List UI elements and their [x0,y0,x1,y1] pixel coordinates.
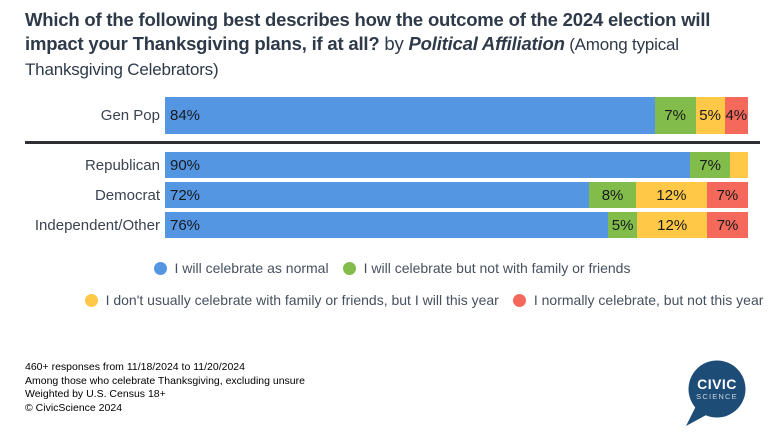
bar-segment: 5% [695,97,725,134]
title-by: by [379,33,409,54]
bar-segment: 7% [689,152,731,178]
bar-segment: 72% [165,182,589,208]
bar-segment: 12% [636,182,707,208]
bar-segment: 4% [724,97,748,134]
footnote-line: 460+ responses from 11/18/2024 to 11/20/… [25,361,245,373]
legend-dot-icon [512,293,526,307]
bar-segment: 84% [165,97,655,134]
legend-label: I will celebrate but not with family or … [363,260,631,276]
bar-segment: 90% [165,152,690,178]
legend-row: I will celebrate as normal I will celebra… [8,258,768,278]
footnote-line: Among those who celebrate Thanksgiving, … [25,374,305,387]
genpop-divider-line [25,141,760,144]
legend-item: I normally celebrate, but not this year [512,292,764,308]
legend-dot-icon [342,261,356,275]
legend-label: I will celebrate as normal [174,260,329,276]
chart-title: Which of the following best describes ho… [25,8,755,82]
category-label: Gen Pop [100,107,160,124]
logo-text-civic: CIVIC [697,376,737,392]
bar-row: Gen Pop 84% 7% 5% 4% [0,97,768,134]
legend-dot-icon [84,293,98,307]
legend-row: I don't usually celebrate with family or… [40,290,768,310]
speech-bubble-icon: CIVIC SCIENCE [686,360,746,426]
bar-segment: 7% [706,182,748,208]
bar-segment: 5% [608,212,638,238]
legend-label: I normally celebrate, but not this year [533,292,764,308]
stacked-bar: 72% 8% 12% 7% [165,182,748,208]
bar-row: Independent/Other 76% 5% 12% 7% [0,212,768,238]
legend-item: I will celebrate but not with family or … [342,260,631,276]
bar-segment: 76% [165,212,609,238]
logo-bubble-tail [686,406,708,426]
logo-text-science: SCIENCE [696,392,738,401]
title-topic: Political Affiliation [408,33,565,54]
footnote-line: Weighted by U.S. Census 18+ [25,388,166,400]
legend-item: I will celebrate as normal [153,260,329,276]
title-question: Which of the following best describes ho… [25,9,711,54]
legend-item: I don't usually celebrate with family or… [84,292,499,308]
stacked-bar: 84% 7% 5% 4% [165,97,748,134]
bar-row: Republican 90% 7% [0,152,768,178]
logo-circle [688,360,746,418]
legend-dot-icon [153,261,167,275]
footnote-line: © CivicScience 2024 [25,401,123,414]
category-label: Republican [84,156,160,174]
stacked-bar: 76% 5% 12% 7% [165,212,748,238]
bar-segment: 12% [637,212,708,238]
stacked-bar: 90% 7% [165,152,748,178]
bar-segment [730,152,748,178]
bar-segment: 8% [589,182,637,208]
bar-segment: 7% [654,97,696,134]
footnotes: 460+ responses from 11/18/2024 to 11/20/… [25,361,305,415]
legend: I will celebrate as normal I will celebra… [0,258,768,310]
category-label: Democrat [94,186,160,204]
civicscience-logo: CIVIC SCIENCE [682,358,750,430]
bar-segment: 7% [707,212,748,238]
category-label: Independent/Other [34,216,160,234]
title-subtitle: (Among typical Thanksgiving Celebrators) [25,35,679,79]
legend-label: I don't usually celebrate with family or… [105,292,499,308]
bar-row: Democrat 72% 8% 12% 7% [0,182,768,208]
